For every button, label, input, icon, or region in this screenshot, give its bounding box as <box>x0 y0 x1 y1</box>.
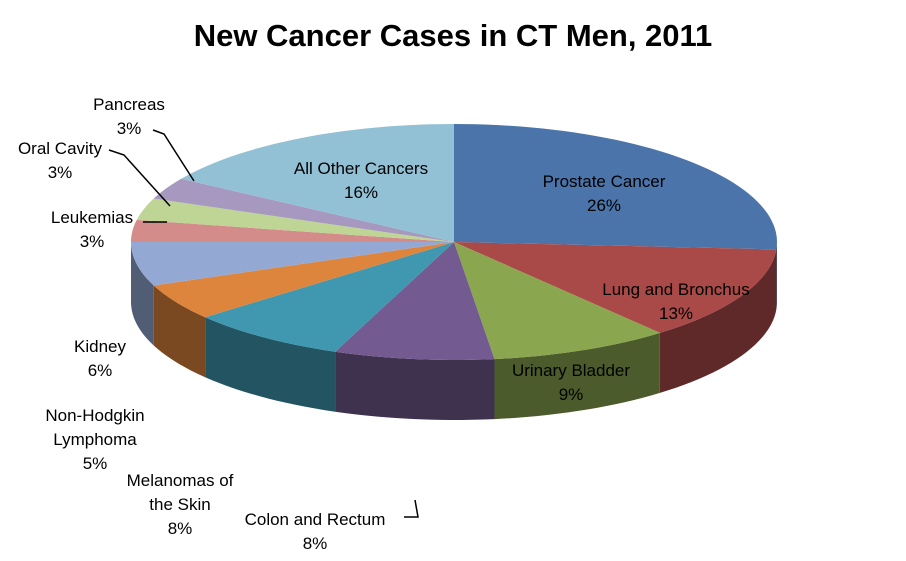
value-label-pancreas: 3% <box>117 119 142 138</box>
slice-prostate-cancer <box>454 124 777 250</box>
value-label-urinary-bladder: 9% <box>559 385 584 404</box>
side-urinary-bladder <box>494 332 660 420</box>
slice-leukemias <box>131 219 454 242</box>
side-colon-and-rectum <box>335 351 495 420</box>
slice-non-hodgkin-lymphoma <box>153 242 454 318</box>
category-label-colon-and-rectum: Colon and Rectum <box>245 510 386 529</box>
category-label-melanomas-of-the-skin: Melanomas of <box>127 471 234 490</box>
pie-sides <box>131 242 777 420</box>
category-label-kidney: Kidney <box>74 337 126 356</box>
category-label-urinary-bladder: Urinary Bladder <box>512 361 630 380</box>
category-label-lung-and-bronchus: Lung and Bronchus <box>602 280 749 299</box>
category-label-non-hodgkin-lymphoma: Lymphoma <box>53 430 137 449</box>
chart-title: New Cancer Cases in CT Men, 2011 <box>193 18 713 53</box>
side-non-hodgkin-lymphoma <box>153 285 206 378</box>
slice-urinary-bladder <box>454 242 660 360</box>
category-label-oral-cavity: Oral Cavity <box>18 139 103 158</box>
side-prostate-cancer <box>776 242 777 310</box>
slice-all-other-cancers <box>181 124 454 242</box>
value-label-prostate-cancer: 26% <box>587 196 621 215</box>
slice-colon-and-rectum <box>335 242 495 360</box>
slice-oral-cavity <box>136 198 454 242</box>
category-label-melanomas-of-the-skin: the Skin <box>149 495 210 514</box>
value-label-non-hodgkin-lymphoma: 5% <box>83 454 108 473</box>
slice-kidney <box>131 242 454 286</box>
value-label-leukemias: 3% <box>80 232 105 251</box>
leader-line-oral-cavity <box>108 149 171 207</box>
value-label-kidney: 6% <box>88 361 113 380</box>
category-label-leukemias: Leukemias <box>51 208 133 227</box>
category-label-all-other-cancers: All Other Cancers <box>294 159 428 178</box>
value-label-colon-and-rectum: 8% <box>303 534 328 553</box>
value-label-melanomas-of-the-skin: 8% <box>168 519 193 538</box>
leader-line-colon-and-rectum <box>404 499 419 518</box>
category-label-pancreas: Pancreas <box>93 95 165 114</box>
side-lung-and-bronchus <box>659 249 777 393</box>
side-melanomas-of-the-skin <box>205 317 336 412</box>
category-label-non-hodgkin-lymphoma: Non-Hodgkin <box>45 406 144 425</box>
slice-labels: Prostate Cancer 26% Lung and Bronchus 13% Ur… <box>18 95 750 553</box>
slice-melanomas-of-the-skin <box>205 242 454 352</box>
leader-lines <box>108 129 419 518</box>
category-label-prostate-cancer: Prostate Cancer <box>543 172 666 191</box>
pie-tops <box>131 124 777 360</box>
value-label-lung-and-bronchus: 13% <box>659 304 693 323</box>
side-kidney <box>131 242 154 346</box>
slice-pancreas <box>153 178 454 242</box>
slice-lung-and-bronchus <box>454 242 777 333</box>
value-label-all-other-cancers: 16% <box>344 183 378 202</box>
leader-line-pancreas <box>152 129 195 182</box>
value-label-oral-cavity: 3% <box>48 163 73 182</box>
